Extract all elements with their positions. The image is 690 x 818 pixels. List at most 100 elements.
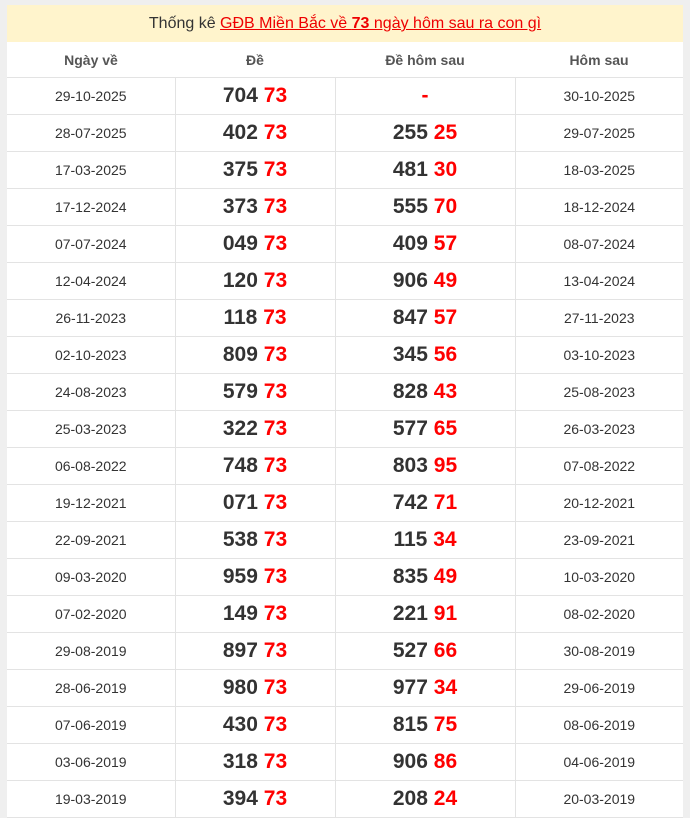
de-cell: 373 73	[174, 188, 336, 226]
next-de-cell: 828 43	[334, 373, 516, 411]
date-cell: 19-12-2021	[7, 484, 176, 522]
next-prefix: 906	[392, 269, 428, 292]
next-de-cell: 906 49	[334, 262, 516, 300]
next-de-cell: 409 57	[334, 225, 516, 263]
next-de-cell: 815 75	[334, 706, 516, 744]
next-prefix: 481	[392, 158, 428, 181]
next-tail: 56	[433, 343, 458, 366]
de-tail: 73	[263, 565, 288, 588]
de-cell: 980 73	[174, 669, 336, 707]
de-tail: 73	[263, 84, 288, 107]
table-row: 22-09-2021 538 73 115 34 23-09-2021	[7, 521, 683, 559]
de-prefix: 897	[222, 639, 258, 662]
header-next-date: Hôm sau	[515, 42, 683, 78]
header-de: Đề	[175, 42, 335, 78]
de-prefix: 959	[222, 565, 258, 588]
de-cell: 149 73	[174, 595, 336, 633]
date-cell: 03-06-2019	[7, 743, 176, 781]
next-date-cell: 18-03-2025	[514, 151, 683, 189]
next-date-cell: 08-06-2019	[514, 706, 683, 744]
date-cell: 07-02-2020	[7, 595, 176, 633]
title-number: 73	[351, 15, 370, 32]
date-cell: 29-10-2025	[7, 77, 176, 115]
de-cell: 118 73	[174, 299, 336, 337]
de-tail: 73	[263, 417, 288, 440]
table-row: 28-07-2025 402 73 255 25 29-07-2025	[7, 114, 683, 152]
table-row: 09-03-2020 959 73 835 49 10-03-2020	[7, 558, 683, 596]
next-prefix: 803	[392, 454, 428, 477]
next-de-cell: 906 86	[334, 743, 516, 781]
next-date-cell: 26-03-2023	[514, 410, 683, 448]
de-prefix: 373	[222, 195, 258, 218]
next-prefix: 977	[392, 676, 428, 699]
next-de-cell: 977 34	[334, 669, 516, 707]
next-prefix: 815	[392, 713, 428, 736]
de-prefix: 579	[222, 380, 258, 403]
next-de-cell: -	[334, 77, 516, 115]
de-tail: 73	[263, 713, 288, 736]
next-date-cell: 10-03-2020	[514, 558, 683, 596]
next-date-cell: 29-06-2019	[514, 669, 683, 707]
next-prefix: 345	[392, 343, 428, 366]
de-tail: 73	[263, 639, 288, 662]
de-tail: 73	[263, 787, 288, 810]
table-row: 12-04-2024 120 73 906 49 13-04-2024	[7, 262, 683, 300]
de-prefix: 538	[222, 528, 258, 551]
next-date-cell: 27-11-2023	[514, 299, 683, 337]
next-de-cell: 835 49	[334, 558, 516, 596]
date-cell: 12-04-2024	[7, 262, 176, 300]
de-cell: 071 73	[174, 484, 336, 522]
table-row: 19-12-2021 071 73 742 71 20-12-2021	[7, 484, 683, 522]
de-cell: 579 73	[174, 373, 336, 411]
de-tail: 73	[263, 380, 288, 403]
next-prefix: 221	[392, 602, 428, 625]
next-de-cell: 742 71	[334, 484, 516, 522]
next-de-cell: 115 34	[334, 521, 516, 559]
next-tail: 24	[433, 787, 458, 810]
next-date-cell: 20-03-2019	[514, 780, 683, 818]
next-de-cell: 577 65	[334, 410, 516, 448]
next-de-cell: 803 95	[334, 447, 516, 485]
de-cell: 375 73	[174, 151, 336, 189]
de-cell: 049 73	[174, 225, 336, 263]
de-tail: 73	[263, 454, 288, 477]
next-prefix: 527	[392, 639, 428, 662]
de-cell: 704 73	[174, 77, 336, 115]
next-prefix: 115	[393, 528, 428, 551]
de-prefix: 980	[222, 676, 258, 699]
de-prefix: 809	[222, 343, 258, 366]
de-cell: 318 73	[174, 743, 336, 781]
de-cell: 322 73	[174, 410, 336, 448]
de-tail: 73	[263, 750, 288, 773]
de-cell: 394 73	[174, 780, 336, 818]
title-link[interactable]: GĐB Miền Bắc về 73 ngày hôm sau ra con g…	[220, 15, 541, 32]
de-tail: 73	[263, 269, 288, 292]
date-cell: 17-12-2024	[7, 188, 176, 226]
next-tail: 70	[433, 195, 458, 218]
de-prefix: 322	[222, 417, 258, 440]
next-date-cell: 29-07-2025	[514, 114, 683, 152]
next-de-cell: 221 91	[334, 595, 516, 633]
de-tail: 73	[263, 343, 288, 366]
next-prefix: 208	[392, 787, 428, 810]
de-prefix: 149	[222, 602, 258, 625]
table-row: 07-06-2019 430 73 815 75 08-06-2019	[7, 706, 683, 744]
de-cell: 430 73	[174, 706, 336, 744]
next-de-cell: 481 30	[334, 151, 516, 189]
next-tail: 57	[433, 306, 458, 329]
next-tail: 75	[433, 713, 458, 736]
next-prefix: 828	[392, 380, 428, 403]
date-cell: 26-11-2023	[7, 299, 176, 337]
next-tail: 66	[433, 639, 458, 662]
de-prefix: 118	[223, 306, 258, 329]
next-date-cell: 08-07-2024	[514, 225, 683, 263]
de-cell: 809 73	[174, 336, 336, 374]
de-tail: 73	[263, 676, 288, 699]
de-tail: 73	[263, 232, 288, 255]
next-tail: 57	[433, 232, 458, 255]
next-date-cell: 30-10-2025	[514, 77, 683, 115]
de-tail: 73	[263, 121, 288, 144]
next-date-cell: 25-08-2023	[514, 373, 683, 411]
header-row: Ngày về Đề Đề hôm sau Hôm sau	[7, 42, 683, 78]
date-cell: 24-08-2023	[7, 373, 176, 411]
